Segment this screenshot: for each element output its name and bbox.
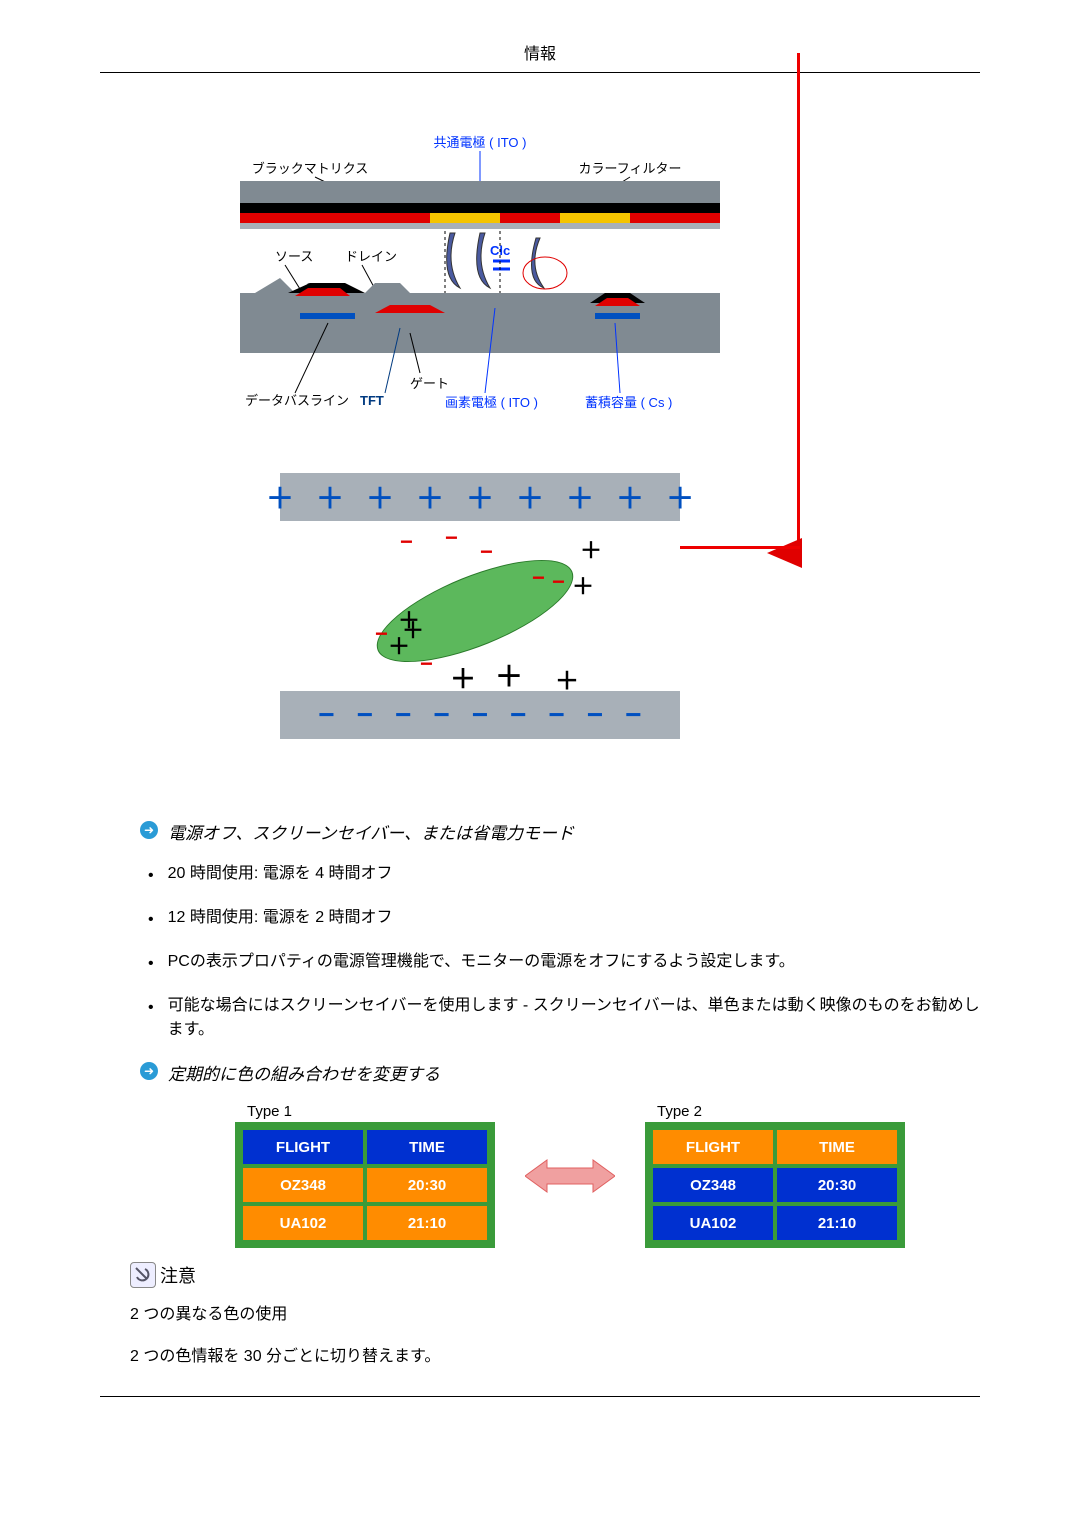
list-item: • PCの表示プロパティの電源管理機能で、モニターの電源をオフにするよう設定しま… [148,950,980,976]
notice-line: 2 つの異なる色の使用 [130,1300,980,1324]
svg-text:カラーフィルター: カラーフィルター [579,161,682,176]
lc-polarity-diagram: ＋＋＋＋＋＋＋＋＋ − − − ＋ − − ＋ − ＋ ＋ ＋ − ＋ ＋ ＋ … [280,473,680,739]
table-header-cell: TIME [367,1130,487,1164]
type1-label: Type 1 [235,1103,495,1120]
list-text: 12 時間使用: 電源を 2 時間オフ [168,906,393,932]
type1-column: Type 1 FLIGHTTIMEOZ34820:30UA10221:10 [235,1103,495,1248]
bullet-dot-icon: • [148,864,154,888]
svg-text:ソース: ソース [275,249,313,264]
svg-text:画素電極 ( ITO ): 画素電極 ( ITO ) [445,395,538,410]
type2-label: Type 2 [645,1103,905,1120]
color-tables-row: Type 1 FLIGHTTIMEOZ34820:30UA10221:10 Ty… [160,1103,980,1248]
section-power-modes: ➜ 電源オフ、スクリーンセイバー、または省電力モード [140,819,980,844]
bullet-dot-icon: • [148,996,154,1042]
section-power-modes-title: 電源オフ、スクリーンセイバー、または省電力モード [168,819,574,844]
page-header: 情報 [100,40,980,73]
table-cell: 21:10 [777,1206,897,1240]
notice-icon [130,1262,156,1288]
type1-table: FLIGHTTIMEOZ34820:30UA10221:10 [235,1122,495,1248]
linking-arrow-horizontal [680,546,800,549]
lc-mid-region: − − − ＋ − − ＋ − ＋ ＋ ＋ − ＋ ＋ ＋ [280,521,680,691]
svg-text:データバスライン: データバスライン [245,393,349,408]
table-cell: UA102 [653,1206,773,1240]
list-item: • 可能な場合にはスクリーンセイバーを使用します - スクリーンセイバーは、単色… [148,994,980,1042]
svg-text:ドレイン: ドレイン [345,249,397,264]
lc-bottom-plate: −−−−−−−−− [280,691,680,739]
svg-text:ゲート: ゲート [410,376,449,391]
table-cell: UA102 [243,1206,363,1240]
linking-arrow-line [797,53,800,548]
list-text: PCの表示プロパティの電源管理機能で、モニターの電源をオフにするよう設定します。 [168,950,795,976]
list-text: 20 時間使用: 電源を 4 時間オフ [168,862,393,888]
bullet-dot-icon: • [148,952,154,976]
table-cell: OZ348 [243,1168,363,1202]
arrow-bullet-icon: ➜ [140,1062,158,1080]
table-header-cell: FLIGHT [653,1130,773,1164]
notice-row: 注意 [130,1262,980,1288]
table-cell: 21:10 [367,1206,487,1240]
swap-arrow-icon [525,1156,615,1196]
diagram-area: 共通電極 ( ITO ) ブラックマトリクス カラーフィルター ソース ドレイン… [200,133,980,739]
list-text: 可能な場合にはスクリーンセイバーを使用します - スクリーンセイバーは、単色また… [168,994,980,1042]
svg-text:ブラックマトリクス: ブラックマトリクス [252,161,369,176]
type2-column: Type 2 FLIGHTTIMEOZ34820:30UA10221:10 [645,1103,905,1248]
page-title: 情報 [524,46,556,63]
page-footer-rule [100,1396,980,1397]
section-color-change-title: 定期的に色の組み合わせを変更する [168,1060,440,1085]
bullet-dot-icon: • [148,908,154,932]
notice-label: 注意 [160,1262,196,1288]
list-item: • 12 時間使用: 電源を 2 時間オフ [148,906,980,932]
notice-line: 2 つの色情報を 30 分ごとに切り替えます。 [130,1342,980,1366]
svg-text:TFT: TFT [360,393,384,408]
table-header-cell: FLIGHT [243,1130,363,1164]
lc-top-plate: ＋＋＋＋＋＋＋＋＋ [280,473,680,521]
table-cell: OZ348 [653,1168,773,1202]
svg-text:共通電極 ( ITO ): 共通電極 ( ITO ) [434,135,527,150]
tft-cross-section-diagram: 共通電極 ( ITO ) ブラックマトリクス カラーフィルター ソース ドレイン… [200,133,760,433]
table-header-cell: TIME [777,1130,897,1164]
arrow-bullet-icon: ➜ [140,821,158,839]
linking-arrow-head-icon [762,533,802,573]
type2-table: FLIGHTTIMEOZ34820:30UA10221:10 [645,1122,905,1248]
table-cell: 20:30 [777,1168,897,1202]
table-cell: 20:30 [367,1168,487,1202]
svg-text:蓄積容量 ( Cs ): 蓄積容量 ( Cs ) [585,395,672,410]
section-color-change: ➜ 定期的に色の組み合わせを変更する [140,1060,980,1085]
list-item: • 20 時間使用: 電源を 4 時間オフ [148,862,980,888]
